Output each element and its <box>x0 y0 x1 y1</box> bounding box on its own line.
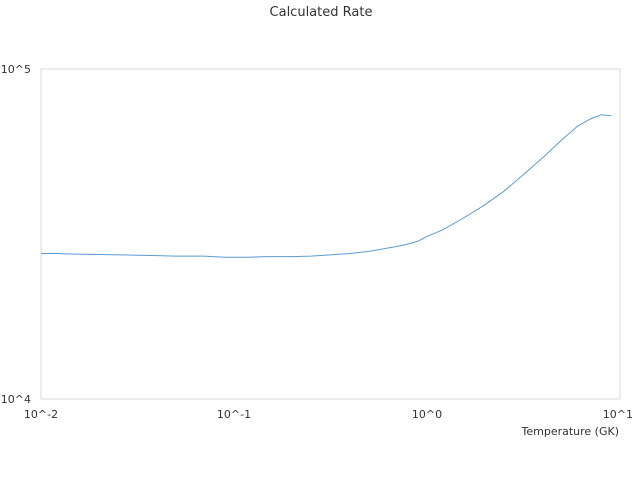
series-line <box>41 114 612 258</box>
x-tick-label: 10^1 <box>603 408 633 421</box>
x-tick-label: 10^-1 <box>217 408 251 421</box>
y-tick-label: 10^5 <box>1 63 31 76</box>
x-tick-label: 10^-2 <box>24 408 58 421</box>
series-group <box>41 114 612 258</box>
x-tick-label: 10^0 <box>412 408 442 421</box>
chart-title: Calculated Rate <box>270 5 373 20</box>
y-tick-label: 10^4 <box>1 393 31 406</box>
y-axis-ticks: 10^4 10^5 <box>1 63 31 406</box>
plot-area <box>40 68 621 400</box>
x-axis-label: Temperature (GK) <box>521 425 620 438</box>
x-axis-ticks: 10^-2 10^-1 10^0 10^1 <box>24 408 633 421</box>
